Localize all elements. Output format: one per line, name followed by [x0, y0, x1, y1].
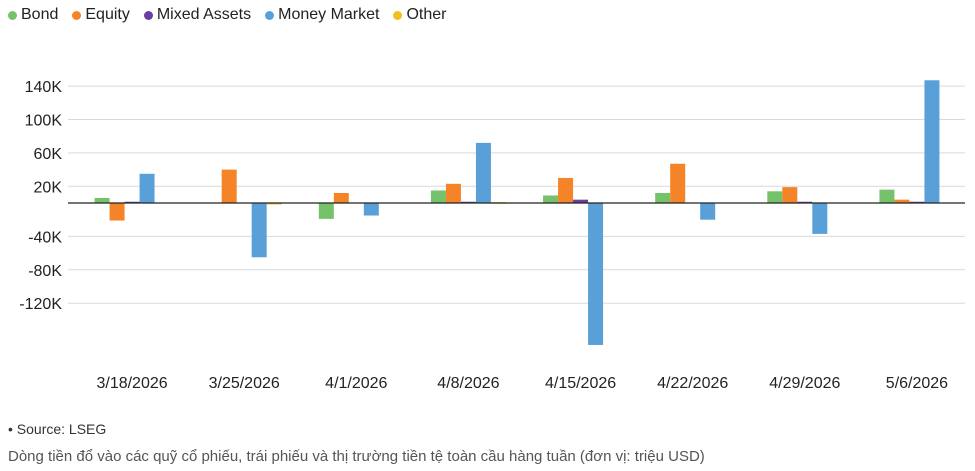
legend-item-mixed-assets: Mixed Assets	[143, 6, 252, 24]
bar-money-market	[588, 203, 604, 345]
y-tick-label: -80K	[28, 263, 62, 280]
bar-money-market	[475, 142, 491, 203]
bar-money-market	[924, 80, 940, 203]
legend-label: Bond	[21, 6, 59, 23]
legend-item-other: Other	[393, 6, 447, 24]
bar-equity	[670, 163, 686, 203]
bar-money-market	[139, 173, 155, 203]
legend-item-money-market: Money Market	[265, 6, 379, 24]
bar-bond	[94, 197, 110, 203]
legend-swatch	[72, 10, 82, 20]
x-tick-label: 4/15/2026	[545, 375, 616, 392]
bar-bond	[318, 203, 334, 219]
x-tick-label: 4/29/2026	[769, 375, 840, 392]
bar-bond	[879, 189, 895, 203]
bar-bond	[767, 191, 783, 203]
bar-bond	[543, 195, 559, 203]
bar-money-market	[812, 203, 828, 234]
legend-label: Other	[406, 6, 447, 23]
bar-money-market	[363, 203, 379, 216]
y-tick-label: 100K	[25, 113, 63, 130]
bar-other	[266, 203, 282, 205]
x-tick-label: 4/8/2026	[437, 375, 499, 392]
x-tick-label: 3/25/2026	[209, 375, 280, 392]
x-tick-label: 5/6/2026	[886, 375, 948, 392]
bar-money-market	[700, 203, 716, 220]
bar-equity	[109, 203, 125, 221]
bar-chart: 140K 100K 60K 20K -40K -80K -120K 3/18/2026 3/25…	[19, 79, 965, 392]
chart-legend: Bond Equity Mixed Assets Money Market Other	[8, 6, 447, 24]
legend-label: Mixed Assets	[156, 6, 252, 23]
legend-swatch	[8, 10, 17, 20]
x-tick-label: 4/22/2026	[657, 375, 728, 392]
y-tick-label: 60K	[34, 146, 63, 163]
y-tick-label: 140K	[25, 79, 63, 96]
bar-equity	[333, 192, 349, 203]
legend-swatch	[143, 10, 153, 20]
legend-label: Equity	[85, 6, 130, 23]
y-tick-label: -40K	[28, 229, 62, 246]
bar-money-market	[251, 203, 267, 258]
y-tick-label: 20K	[34, 179, 63, 196]
bar-equity	[445, 183, 461, 203]
legend-item-equity: Equity	[72, 6, 130, 24]
legend-item-bond: Bond	[8, 6, 58, 24]
bar-equity	[894, 199, 910, 203]
bar-equity	[782, 187, 798, 203]
chart-caption: Dòng tiền đổ vào các quỹ cổ phiếu, trái …	[8, 448, 705, 465]
legend-swatch	[265, 10, 275, 20]
x-tick-label: 3/18/2026	[96, 375, 167, 392]
bar-equity	[221, 169, 237, 203]
bar-bond	[655, 192, 671, 203]
y-tick-label: -120K	[19, 296, 62, 313]
bar-mixed-assets	[573, 199, 589, 203]
source-note: • Source: LSEG	[8, 421, 107, 437]
legend-label: Money Market	[278, 6, 380, 23]
bar-bond	[430, 190, 446, 203]
bar-equity	[558, 177, 574, 203]
legend-swatch	[393, 10, 403, 20]
x-tick-label: 4/1/2026	[325, 375, 387, 392]
